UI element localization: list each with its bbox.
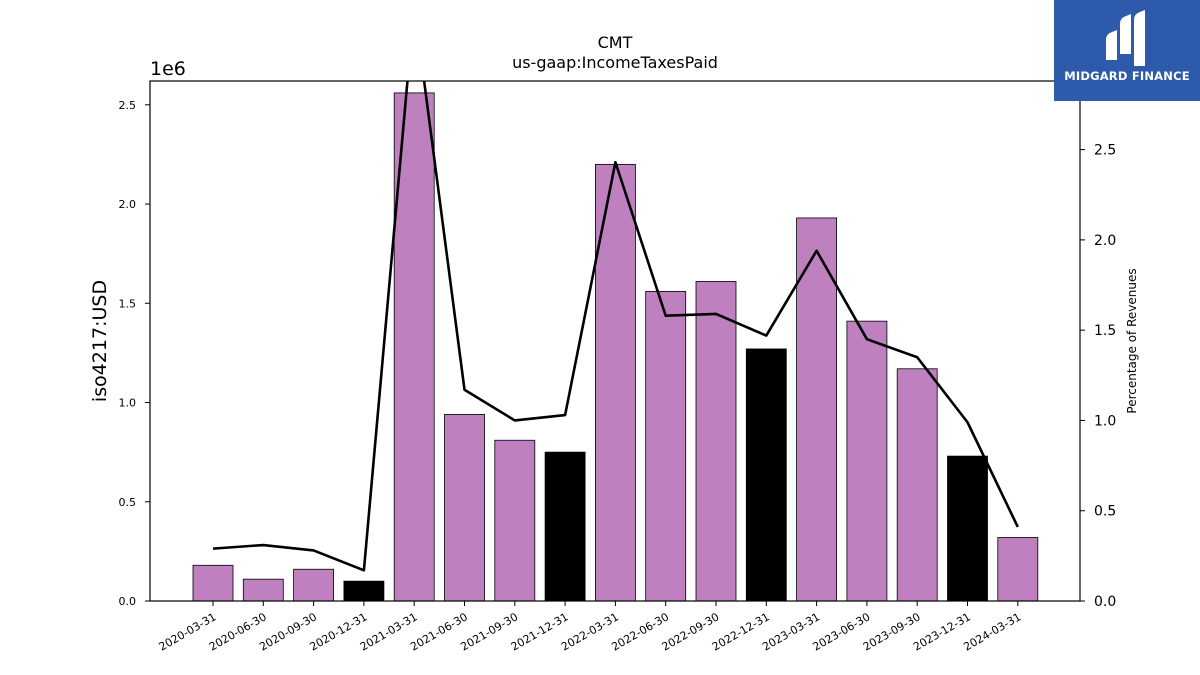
y2-tick-label: 2.5 (1094, 143, 1116, 159)
y2-tick-label: 1.0 (1094, 413, 1116, 429)
bar-2020-09-30 (293, 568, 335, 602)
bar-2021-06-30 (444, 414, 485, 602)
y-tick-label: 0.0 (119, 595, 137, 608)
bar-2024-03-31 (997, 537, 1039, 602)
chart-subtitle: us-gaap:IncomeTaxesPaid (512, 53, 718, 72)
bar-2023-03-31 (796, 217, 837, 602)
bar-2021-09-30 (494, 439, 536, 602)
brand-logo: MIDGARD FINANCE (1054, 0, 1200, 101)
y2-tick-label: 1.5 (1094, 323, 1116, 339)
y2-axis-label: Percentage of Revenues (1125, 268, 1139, 413)
y-tick-label: 1.0 (119, 397, 137, 410)
y2-tick-label: 2.0 (1094, 233, 1116, 249)
bar-2023-12-31 (947, 455, 988, 602)
brand-name: MIDGARD FINANCE (1064, 69, 1190, 83)
bar-2022-12-31 (745, 348, 787, 602)
bar-2021-03-31 (393, 92, 435, 602)
y-axis-label: iso4217:USD (89, 280, 111, 402)
y-tick-label: 2.0 (119, 198, 137, 211)
y2-tick-label: 0.0 (1094, 594, 1116, 610)
bar-2023-09-30 (896, 368, 938, 602)
y-tick-label: 0.5 (119, 496, 137, 509)
y2-tick-label: 0.5 (1094, 504, 1116, 520)
bar-2020-03-31 (192, 564, 234, 602)
percentage-line (212, 81, 1019, 572)
bar-2021-12-31 (544, 451, 586, 602)
bar-2023-06-30 (846, 320, 888, 602)
bar-2022-09-30 (695, 281, 737, 602)
x-tick-label: 2024-03-31 (961, 610, 1023, 653)
y-offset-label: 1e6 (150, 58, 186, 80)
bar-2020-12-31 (343, 580, 385, 602)
logo-mark-icon (1106, 10, 1145, 66)
chart-title: CMT (598, 33, 633, 52)
bar-2020-06-30 (242, 578, 284, 602)
y-tick-label: 2.5 (119, 99, 137, 112)
bar-2022-06-30 (645, 290, 687, 602)
bar-2022-03-31 (595, 163, 636, 602)
y-tick-label: 1.5 (119, 297, 137, 310)
